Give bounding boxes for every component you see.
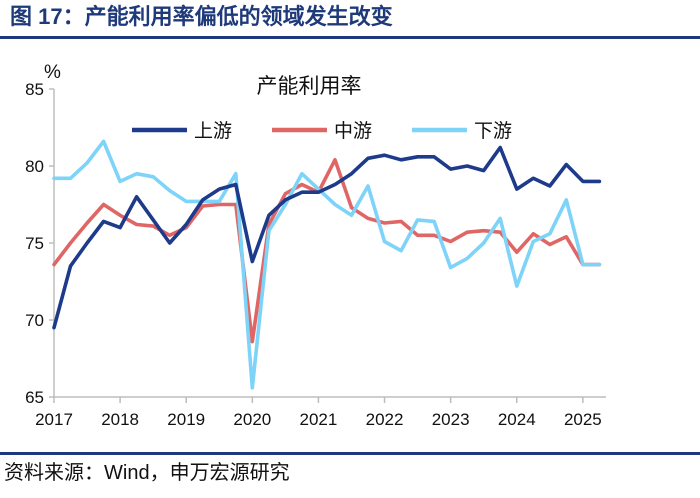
- x-tick-label: 2020: [233, 410, 271, 429]
- figure-title: 图 17：产能利用率偏低的领域发生改变: [10, 4, 393, 29]
- title-divider: [0, 36, 700, 39]
- x-tick-label: 2017: [35, 410, 73, 429]
- series-line-3: [52, 139, 602, 390]
- x-tick-label: 2025: [564, 410, 602, 429]
- chart-axes: 65 70 75 80 85 2017 2018 2019 2020 2021 2022 2023 20…: [25, 80, 606, 429]
- y-tick-label: 85: [25, 80, 44, 99]
- x-tick-label: 2023: [432, 410, 470, 429]
- x-tick-label: 2024: [498, 410, 536, 429]
- source-note: 资料来源：Wind，申万宏源研究: [4, 462, 290, 484]
- line-chart: 65 70 75 80 85 2017 2018 2019 2020 2021 2022 2023 20…: [25, 62, 606, 429]
- legend-label: 上游: [194, 120, 232, 142]
- y-tick-label: 70: [25, 311, 44, 330]
- y-tick-label: 80: [25, 157, 44, 176]
- x-tick-label: 2021: [300, 410, 338, 429]
- x-tick-label: 2019: [167, 410, 205, 429]
- y-tick-label: 75: [25, 234, 44, 253]
- chart-title: 产能利用率: [257, 75, 362, 98]
- chart-series: [52, 139, 602, 390]
- chart-legend: 上游 中游 下游: [132, 120, 512, 142]
- legend-label: 中游: [334, 120, 372, 142]
- series-line-1: [52, 145, 602, 330]
- y-axis-unit: %: [44, 62, 61, 83]
- footer-divider: [0, 452, 700, 455]
- y-tick-label: 65: [25, 388, 44, 407]
- x-tick-label: 2022: [366, 410, 404, 429]
- legend-label: 下游: [474, 120, 512, 142]
- x-tick-label: 2018: [101, 410, 139, 429]
- series-line-2: [52, 158, 602, 344]
